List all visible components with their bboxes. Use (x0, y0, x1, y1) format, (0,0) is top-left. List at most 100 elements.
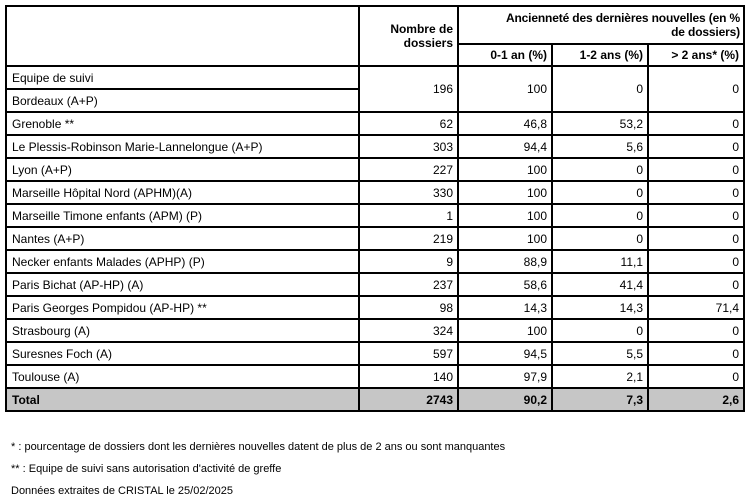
cell-1-2-ans: 0 (551, 318, 649, 343)
cell-nombre-dossiers: 140 (358, 364, 459, 389)
cell-1-2-ans: 0 (551, 226, 649, 251)
anciennete-dossiers-table: Nombre de dossiers Ancienneté des derniè… (5, 5, 746, 412)
row-label: Strasbourg (A) (5, 318, 360, 343)
cell-nombre-dossiers: 196 (358, 65, 459, 113)
header-nombre-dossiers: Nombre de dossiers (358, 5, 459, 67)
table-row: Le Plessis-Robinson Marie-Lannelongue (A… (5, 134, 746, 159)
cell-1-2-ans: 41,4 (551, 272, 649, 297)
cell-1-2-ans: 0 (551, 203, 649, 228)
cell-nombre-dossiers: 597 (358, 341, 459, 366)
table-row: Paris Georges Pompidou (AP-HP) ** 98 14,… (5, 295, 746, 320)
row-label: Marseille Timone enfants (APM) (P) (5, 203, 360, 228)
cell-plus-2-ans: 0 (646, 111, 746, 136)
footnote-double-asterisk: ** : Equipe de suivi sans autorisation d… (11, 463, 282, 475)
header-row-group: Nombre de dossiers Ancienneté des derniè… (5, 5, 746, 67)
header-plus-2-ans: > 2 ans* (%) (646, 43, 746, 67)
row-label: Grenoble ** (5, 111, 360, 136)
cell-plus-2-ans: 0 (646, 272, 746, 297)
row-label: Marseille Hôpital Nord (APHM)(A) (5, 180, 360, 205)
cell-nombre-dossiers: 237 (358, 272, 459, 297)
cell-1-2-ans: 53,2 (551, 111, 649, 136)
cell-0-1-an: 88,9 (457, 249, 553, 274)
cell-nombre-dossiers: 324 (358, 318, 459, 343)
table-row: Strasbourg (A) 324 100 0 0 (5, 318, 746, 343)
row-label: Suresnes Foch (A) (5, 341, 360, 366)
table-row: Suresnes Foch (A) 597 94,5 5,5 0 (5, 341, 746, 366)
header-1-2-ans: 1-2 ans (%) (551, 43, 649, 67)
total-1-2-ans: 7,3 (551, 387, 649, 412)
cell-plus-2-ans: 71,4 (646, 295, 746, 320)
row-label: Necker enfants Malades (APHP) (P) (5, 249, 360, 274)
cell-0-1-an: 100 (457, 180, 553, 205)
cell-nombre-dossiers: 219 (358, 226, 459, 251)
table-row: Nantes (A+P) 219 100 0 0 (5, 226, 746, 251)
cell-1-2-ans: 5,6 (551, 134, 649, 159)
cell-plus-2-ans: 0 (646, 249, 746, 274)
cell-plus-2-ans: 0 (646, 364, 746, 389)
table-row-total: Total 2743 90,2 7,3 2,6 (5, 387, 746, 412)
cell-0-1-an: 14,3 (457, 295, 553, 320)
cell-0-1-an: 46,8 (457, 111, 553, 136)
cell-plus-2-ans: 0 (646, 134, 746, 159)
cell-nombre-dossiers: 98 (358, 295, 459, 320)
cell-1-2-ans: 5,5 (551, 341, 649, 366)
total-label: Total (5, 387, 360, 412)
table-row-equipe-de-suivi: Equipe de suivi 196 100 0 0 (5, 65, 746, 113)
cell-0-1-an: 94,5 (457, 341, 553, 366)
total-0-1-an: 90,2 (457, 387, 553, 412)
table-row: Marseille Timone enfants (APM) (P) 1 100… (5, 203, 746, 228)
row-label: Bordeaux (A+P) (5, 88, 360, 113)
cell-0-1-an: 100 (457, 157, 553, 182)
cell-plus-2-ans: 0 (646, 157, 746, 182)
table-row: Grenoble ** 62 46,8 53,2 0 (5, 111, 746, 136)
cell-nombre-dossiers: 330 (358, 180, 459, 205)
footnotes: * : pourcentage de dossiers dont les der… (11, 441, 750, 498)
table-row: Toulouse (A) 140 97,9 2,1 0 (5, 364, 746, 389)
table-header: Nombre de dossiers Ancienneté des derniè… (5, 5, 746, 67)
cell-plus-2-ans: 0 (646, 318, 746, 343)
cell-1-2-ans: 0 (551, 157, 649, 182)
header-anciennete-group: Ancienneté des dernières nouvelles (en %… (456, 5, 746, 45)
table-row: Necker enfants Malades (APHP) (P) 9 88,9… (5, 249, 746, 274)
row-label: Le Plessis-Robinson Marie-Lannelongue (A… (5, 134, 360, 159)
cell-0-1-an: 94,4 (457, 134, 553, 159)
row-label: Lyon (A+P) (5, 157, 360, 182)
table-row: Marseille Hôpital Nord (APHM)(A) 330 100… (5, 180, 746, 205)
corner-cell (5, 5, 360, 67)
cell-1-2-ans: 11,1 (551, 249, 649, 274)
cell-1-2-ans: 0 (551, 65, 649, 113)
table-row: Lyon (A+P) 227 100 0 0 (5, 157, 746, 182)
row-label: Paris Georges Pompidou (AP-HP) ** (5, 295, 360, 320)
cell-0-1-an: 58,6 (457, 272, 553, 297)
table-row: Paris Bichat (AP-HP) (A) 237 58,6 41,4 0 (5, 272, 746, 297)
cell-0-1-an: 100 (457, 203, 553, 228)
header-row-sub: 0-1 an (%) 1-2 ans (%) > 2 ans* (%) (6, 43, 746, 67)
cell-0-1-an: 100 (457, 65, 553, 113)
row-label: Nantes (A+P) (5, 226, 360, 251)
cell-nombre-dossiers: 1 (358, 203, 459, 228)
cell-plus-2-ans: 0 (646, 203, 746, 228)
row-label: Toulouse (A) (5, 364, 360, 389)
cell-nombre-dossiers: 227 (358, 157, 459, 182)
total-nombre-dossiers: 2743 (358, 387, 459, 412)
cell-0-1-an: 100 (457, 226, 553, 251)
cell-1-2-ans: 14,3 (551, 295, 649, 320)
cell-0-1-an: 100 (457, 318, 553, 343)
cell-nombre-dossiers: 62 (358, 111, 459, 136)
header-0-1-an: 0-1 an (%) (457, 43, 553, 67)
row-label: Paris Bichat (AP-HP) (A) (5, 272, 360, 297)
cell-0-1-an: 97,9 (457, 364, 553, 389)
table-body: Equipe de suivi 196 100 0 0 Bordeaux (A+… (5, 65, 746, 412)
row-label: Equipe de suivi (5, 65, 360, 90)
cell-plus-2-ans: 0 (646, 180, 746, 205)
footnote-asterisk: * : pourcentage de dossiers dont les der… (11, 441, 506, 453)
cell-1-2-ans: 2,1 (551, 364, 649, 389)
total-plus-2-ans: 2,6 (646, 387, 746, 412)
cell-plus-2-ans: 0 (646, 226, 746, 251)
table-row-bordeaux: Bordeaux (A+P) (5, 88, 744, 113)
cell-1-2-ans: 0 (551, 180, 649, 205)
cell-plus-2-ans: 0 (646, 65, 746, 113)
cell-nombre-dossiers: 9 (358, 249, 459, 274)
footnote-data-source: Données extraites de CRISTAL le 25/02/20… (11, 485, 233, 497)
